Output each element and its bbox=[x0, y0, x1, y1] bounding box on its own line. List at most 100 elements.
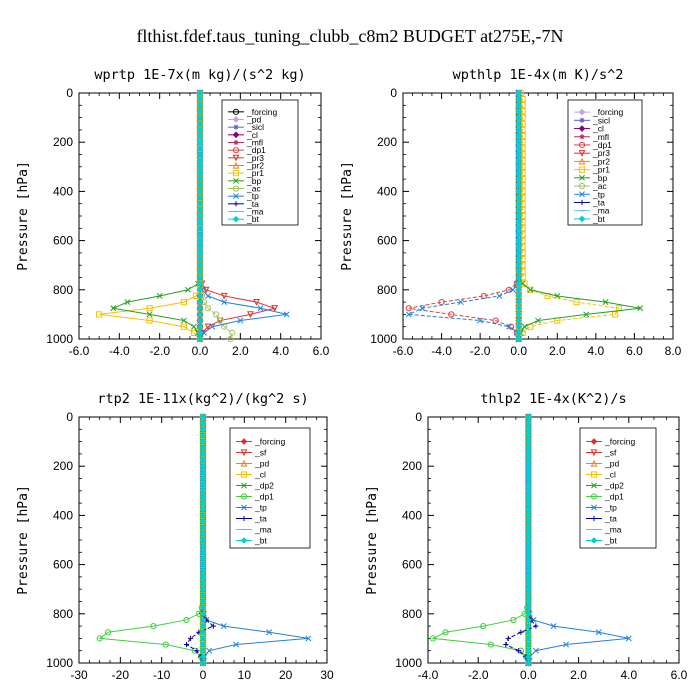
legend-marker bbox=[578, 150, 586, 157]
x-tick-label: 10 bbox=[238, 668, 252, 682]
data-point bbox=[196, 224, 204, 232]
x-tick-label: -10 bbox=[153, 668, 171, 682]
series-line bbox=[518, 92, 620, 340]
legend-entry: _dp1 bbox=[236, 492, 274, 502]
legend-marker bbox=[590, 459, 598, 467]
data-point bbox=[521, 323, 528, 330]
data-point bbox=[525, 573, 532, 581]
y-axis-label: Pressure [hPa] bbox=[340, 161, 355, 271]
y-tick-label: 1000 bbox=[395, 656, 422, 670]
data-point bbox=[204, 323, 212, 331]
legend-entry: _ma bbox=[236, 525, 272, 535]
data-point bbox=[515, 212, 523, 220]
legend: _forcing_pd_sicl_cl_mfl_dp1_pr3_pr2_pr1_… bbox=[221, 99, 299, 226]
data-point bbox=[190, 329, 198, 336]
data-point bbox=[210, 623, 216, 629]
data-point bbox=[96, 311, 103, 318]
legend-label: _ma bbox=[592, 206, 610, 216]
legend-entry: _tp bbox=[236, 503, 267, 513]
legend-entry: _cl bbox=[236, 470, 266, 480]
legend-entry: _dp1 bbox=[586, 492, 624, 502]
legend-entry: _pr1 bbox=[228, 168, 264, 178]
data-point bbox=[515, 255, 523, 263]
data-point bbox=[515, 108, 523, 115]
legend: _forcing_sf_pd_cl_dp2_dp1_tp_ta_ma_bt bbox=[229, 427, 311, 549]
legend-label: _bp bbox=[592, 173, 607, 183]
data-point bbox=[199, 641, 207, 648]
y-tick-label: 400 bbox=[402, 508, 422, 522]
data-point bbox=[196, 95, 204, 103]
data-point bbox=[199, 444, 207, 452]
figure-title: flthist.fdef.taus_tuning_clubb_c8m2 BUDG… bbox=[136, 26, 563, 46]
legend-entry: _pd bbox=[586, 459, 619, 469]
x-tick-label: 4.0 bbox=[620, 668, 637, 682]
legend-marker bbox=[232, 154, 240, 162]
data-point bbox=[515, 175, 523, 183]
y-tick-label: 800 bbox=[53, 283, 73, 297]
data-point bbox=[442, 629, 449, 636]
legend-label: _ta bbox=[246, 199, 259, 209]
data-point bbox=[199, 573, 207, 581]
data-point bbox=[196, 218, 204, 226]
legend-entry: _pr3 bbox=[228, 153, 264, 163]
data-point bbox=[156, 292, 163, 299]
x-tick-label: 2.0 bbox=[232, 344, 249, 358]
data-point bbox=[515, 298, 523, 306]
legend-marker bbox=[591, 515, 597, 522]
data-point bbox=[199, 493, 207, 501]
data-point bbox=[202, 286, 210, 294]
legend-marker bbox=[233, 177, 239, 184]
legend-entry: _sicl bbox=[228, 122, 264, 132]
panel-1: wprtp 1E-7x(m kg)/(s^2 kg) Pressure [hPa]… bbox=[16, 67, 330, 358]
legend-entry: _pr2 bbox=[228, 161, 264, 171]
data-point bbox=[525, 585, 532, 593]
data-point bbox=[180, 323, 187, 330]
data-point bbox=[180, 317, 187, 324]
data-point bbox=[515, 224, 523, 232]
legend-marker bbox=[578, 157, 586, 165]
legend-marker bbox=[590, 537, 598, 544]
x-tick-label: 20 bbox=[279, 668, 293, 682]
data-point bbox=[199, 561, 207, 568]
data-point bbox=[525, 524, 532, 532]
legend-entry: _ac bbox=[228, 184, 261, 194]
legend-entry: _forcing bbox=[574, 107, 624, 117]
y-axis-label: Pressure [hPa] bbox=[16, 485, 31, 595]
legend-label: _pr2 bbox=[592, 156, 610, 166]
data-point bbox=[196, 101, 204, 109]
legend-marker bbox=[579, 134, 585, 140]
data-point bbox=[196, 163, 204, 171]
legend-entry: _pd bbox=[236, 459, 269, 469]
legend-label: _tp bbox=[592, 189, 605, 199]
y-tick-label: 1000 bbox=[46, 332, 73, 346]
legend-entry: _pr3 bbox=[574, 148, 610, 158]
series-bt bbox=[199, 413, 207, 667]
data-point bbox=[527, 286, 534, 293]
data-point bbox=[525, 592, 532, 599]
legend-entry: _dp2 bbox=[236, 481, 274, 491]
data-point bbox=[196, 145, 204, 152]
legend-marker bbox=[232, 170, 240, 177]
data-point bbox=[199, 622, 207, 630]
legend-label: _bt bbox=[246, 214, 259, 224]
data-point bbox=[525, 530, 532, 538]
legend-marker bbox=[590, 493, 598, 500]
legend-entry: _forcing bbox=[228, 107, 278, 117]
legend-entry: _tp bbox=[586, 503, 617, 513]
legend-marker bbox=[233, 201, 239, 207]
panel-2: wpthlp 1E-4x(m K)/s^2 Pressure [hPa] -6.0 -… bbox=[340, 67, 682, 358]
data-point bbox=[515, 304, 523, 312]
data-point bbox=[196, 212, 204, 220]
legend-entry: _forcing bbox=[586, 437, 636, 447]
data-point bbox=[525, 499, 532, 507]
data-point bbox=[199, 505, 207, 513]
data-point bbox=[525, 438, 532, 445]
x-tick-label: 0.0 bbox=[520, 668, 537, 682]
y-tick-label: 800 bbox=[53, 607, 73, 621]
panel-title: wpthlp 1E-4x(m K)/s^2 bbox=[453, 67, 624, 83]
data-point bbox=[525, 518, 532, 525]
data-point bbox=[146, 317, 153, 324]
y-axis-label: Pressure [hPa] bbox=[365, 485, 380, 595]
legend-marker bbox=[232, 147, 240, 154]
